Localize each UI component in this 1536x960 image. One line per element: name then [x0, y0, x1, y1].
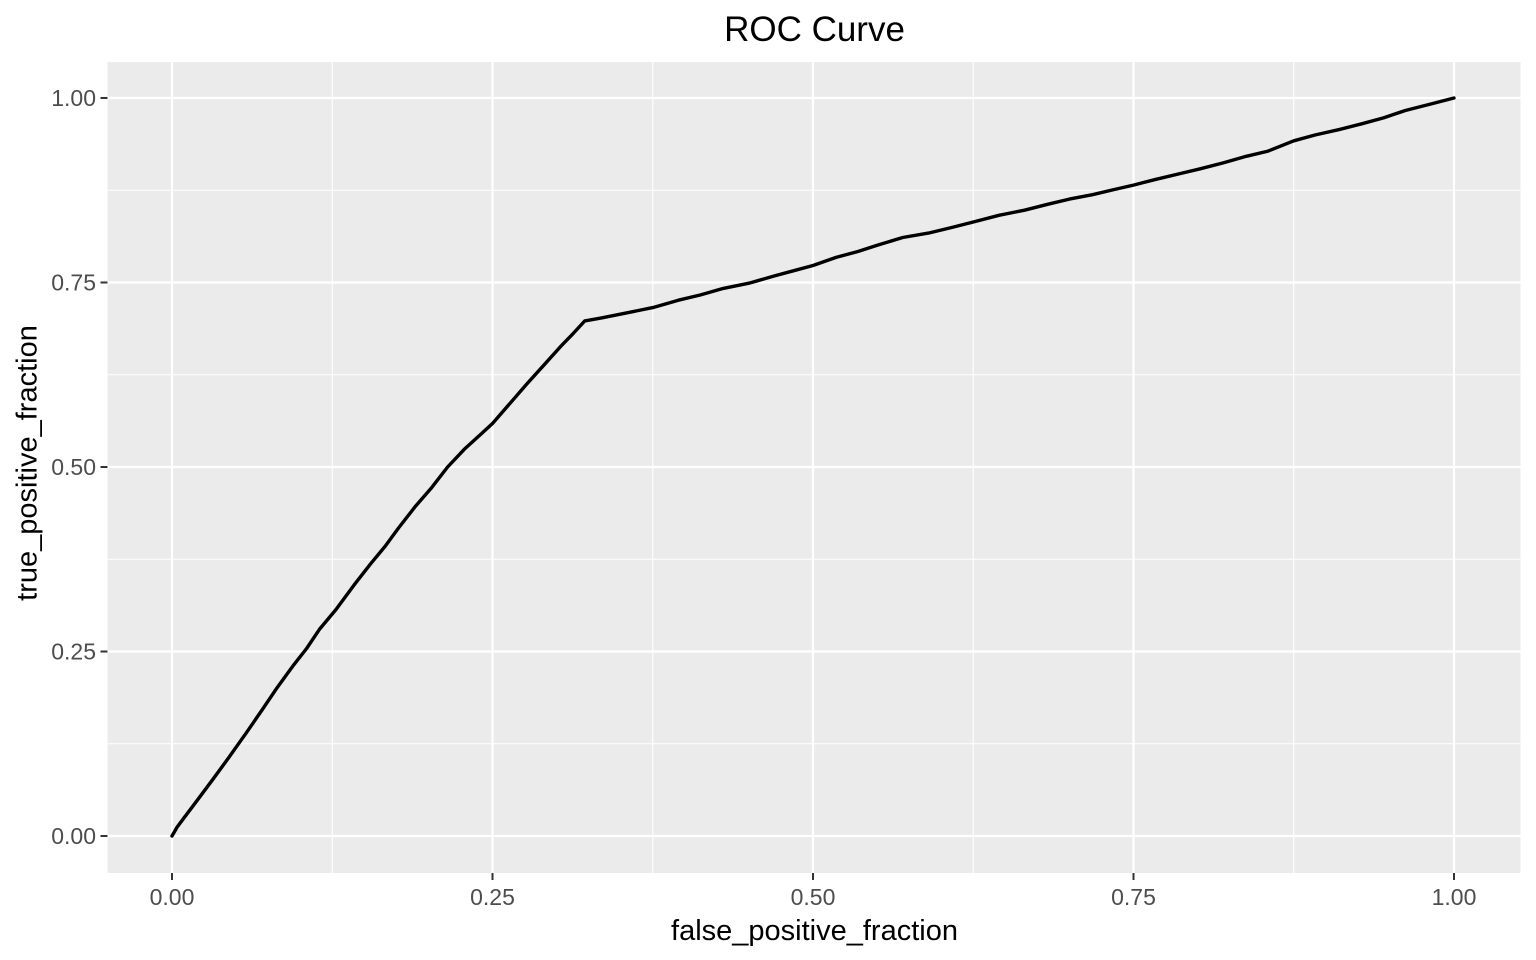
- x-tick-label: 0.50: [791, 884, 836, 910]
- roc-curve-line: [170, 96, 1456, 838]
- x-tick-label: 1.00: [1432, 884, 1477, 910]
- x-tick-label: 0.00: [150, 884, 195, 910]
- x-axis-title: false_positive_fraction: [671, 915, 958, 947]
- x-tick-label: 0.75: [1111, 884, 1156, 910]
- y-axis-title: true_positive_fraction: [11, 325, 44, 601]
- plot-title: ROC Curve: [724, 10, 905, 49]
- y-tick-label: 0.00: [51, 823, 96, 849]
- x-tick-label: 0.25: [470, 884, 515, 910]
- y-tick-label: 0.75: [51, 270, 96, 296]
- y-tick-label: 0.50: [51, 454, 96, 480]
- y-tick-label: 0.25: [51, 639, 96, 665]
- y-tick-label: 1.00: [51, 85, 96, 111]
